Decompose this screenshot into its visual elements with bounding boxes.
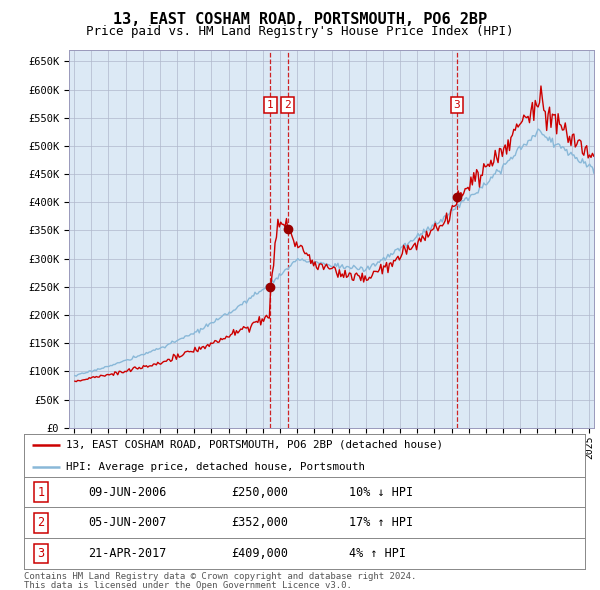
Text: This data is licensed under the Open Government Licence v3.0.: This data is licensed under the Open Gov… [24,581,352,589]
Text: 2: 2 [37,516,44,529]
Text: 3: 3 [37,547,44,560]
Text: 17% ↑ HPI: 17% ↑ HPI [349,516,413,529]
Text: £250,000: £250,000 [232,486,289,499]
Text: 05-JUN-2007: 05-JUN-2007 [89,516,167,529]
Text: 1: 1 [37,486,44,499]
Text: 1: 1 [267,100,274,110]
Text: 09-JUN-2006: 09-JUN-2006 [89,486,167,499]
Text: Price paid vs. HM Land Registry's House Price Index (HPI): Price paid vs. HM Land Registry's House … [86,25,514,38]
Text: 4% ↑ HPI: 4% ↑ HPI [349,547,406,560]
Text: 13, EAST COSHAM ROAD, PORTSMOUTH, PO6 2BP (detached house): 13, EAST COSHAM ROAD, PORTSMOUTH, PO6 2B… [66,440,443,450]
Text: 3: 3 [454,100,460,110]
Text: £409,000: £409,000 [232,547,289,560]
Text: Contains HM Land Registry data © Crown copyright and database right 2024.: Contains HM Land Registry data © Crown c… [24,572,416,581]
Text: HPI: Average price, detached house, Portsmouth: HPI: Average price, detached house, Port… [66,463,365,473]
Text: 2: 2 [284,100,291,110]
Text: 21-APR-2017: 21-APR-2017 [89,547,167,560]
Text: £352,000: £352,000 [232,516,289,529]
Text: 13, EAST COSHAM ROAD, PORTSMOUTH, PO6 2BP: 13, EAST COSHAM ROAD, PORTSMOUTH, PO6 2B… [113,12,487,27]
Text: 10% ↓ HPI: 10% ↓ HPI [349,486,413,499]
